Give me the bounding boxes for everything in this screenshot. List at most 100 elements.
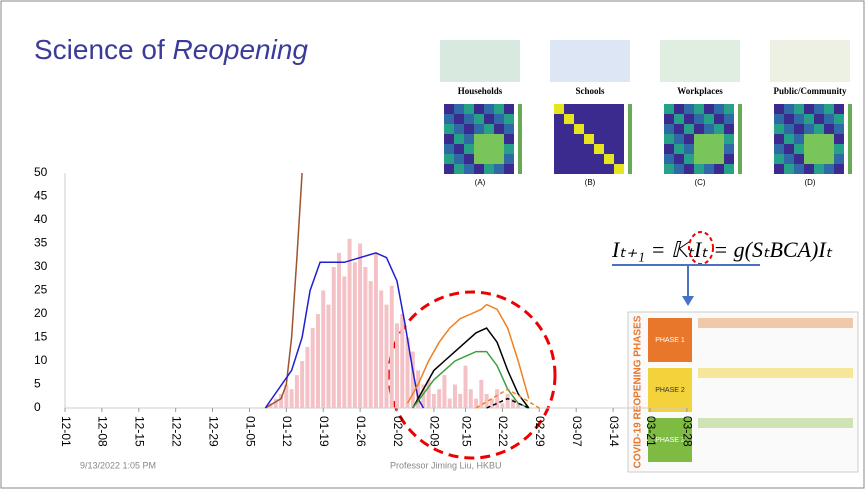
heatmap-cell: [474, 154, 484, 164]
heatmap-cell: [604, 124, 614, 134]
heatmap-cell: [704, 114, 714, 124]
x-tick-label: 03-14: [607, 416, 621, 447]
heatmap-cell: [554, 164, 564, 174]
panel-icon: [550, 40, 630, 82]
panel-icon: [440, 40, 520, 82]
heatmap-cell: [664, 144, 674, 154]
panel-tag: (B): [585, 178, 596, 187]
heatmap-cell: [504, 134, 514, 144]
x-tick-label: 12-29: [206, 416, 220, 447]
x-tick-label: 02-29: [533, 416, 547, 447]
heatmap-cell: [484, 134, 494, 144]
heatmap-cell: [564, 154, 574, 164]
bar: [311, 328, 315, 408]
x-tick-label: 03-07: [570, 416, 584, 447]
bar: [432, 394, 436, 408]
x-tick-label: 01-12: [280, 416, 294, 447]
heatmap-cell: [684, 114, 694, 124]
bar: [374, 253, 378, 408]
bar: [395, 323, 399, 408]
bar: [500, 403, 504, 408]
heatmap-cell: [674, 164, 684, 174]
heatmap-cell: [724, 114, 734, 124]
x-tick-label: 01-19: [317, 416, 331, 447]
heatmap-cell: [614, 114, 624, 124]
heatmap-cell: [504, 124, 514, 134]
heatmap-cell: [704, 134, 714, 144]
heatmap-cell: [784, 114, 794, 124]
heatmap-cell: [504, 164, 514, 174]
heatmap-cell: [614, 154, 624, 164]
x-tick-label: 12-15: [133, 416, 147, 447]
heatmap-cell: [484, 154, 494, 164]
heatmap-cell: [494, 164, 504, 174]
heatmap-cell: [454, 114, 464, 124]
heatmap-cell: [594, 154, 604, 164]
heatmap-cell: [594, 144, 604, 154]
heatmap-cell: [444, 114, 454, 124]
heatmap-cell: [824, 104, 834, 114]
heatmap-cell: [604, 144, 614, 154]
heatmap-cell: [564, 124, 574, 134]
heatmap-cell: [684, 134, 694, 144]
heatmap-cell: [784, 124, 794, 134]
heatmap-cell: [684, 164, 694, 174]
heatmap-cell: [594, 124, 604, 134]
x-tick-label: 02-15: [459, 416, 473, 447]
x-tick-label: 02-22: [496, 416, 510, 447]
heatmap-cell: [574, 164, 584, 174]
y-tick-label: 45: [34, 189, 48, 203]
heatmap-cell: [784, 104, 794, 114]
bar: [511, 399, 515, 408]
bar: [332, 267, 336, 408]
heatmap-cell: [814, 154, 824, 164]
heatmap-cell: [664, 114, 674, 124]
heatmap-cell: [494, 104, 504, 114]
chart: Science of Reopening Households(A)School…: [0, 0, 865, 489]
x-tick-label: 12-08: [96, 416, 110, 447]
heatmap-cell: [504, 154, 514, 164]
heatmap-cell: [554, 124, 564, 134]
heatmap-cell: [594, 134, 604, 144]
heatmap-cell: [594, 114, 604, 124]
y-tick-label: 0: [34, 400, 41, 414]
heatmap-cell: [834, 124, 844, 134]
heatmap-cell: [834, 144, 844, 154]
heatmap-cell: [604, 114, 614, 124]
title-italic: Reopening: [173, 34, 309, 65]
heatmap-cell: [494, 124, 504, 134]
heatmap-cell: [464, 144, 474, 154]
heatmap-cell: [794, 164, 804, 174]
heatmap-cell: [444, 124, 454, 134]
heatmap-cell: [724, 134, 734, 144]
heatmap-cell: [454, 154, 464, 164]
heatmap-cell: [574, 104, 584, 114]
doc-title: COVID-19 REOPENING PHASES: [633, 315, 644, 468]
heatmap-cell: [834, 164, 844, 174]
heatmap-cell: [494, 144, 504, 154]
heatmap-cell: [804, 144, 814, 154]
series-line: [265, 173, 302, 408]
heatmap-cell: [814, 124, 824, 134]
x-tick-label: 12-22: [169, 416, 183, 447]
heatmap-cell: [484, 144, 494, 154]
phase-label: PHASE 3: [655, 437, 685, 444]
heatmap-cell: [574, 124, 584, 134]
footer-date: 9/13/2022 1:05 PM: [80, 460, 156, 470]
heatmap-cell: [834, 104, 844, 114]
x-tick-label: 12-01: [59, 416, 73, 447]
heatmap-cell: [454, 124, 464, 134]
heatmap-cell: [694, 164, 704, 174]
heatmap-cell: [724, 104, 734, 114]
heatmap-cell: [664, 124, 674, 134]
heatmap-cell: [614, 164, 624, 174]
heatmap-cell: [784, 154, 794, 164]
panel-tag: (C): [694, 178, 705, 187]
heatmap-cell: [794, 114, 804, 124]
heatmap-cell: [724, 144, 734, 154]
panel-tag: (D): [804, 178, 815, 187]
x-tick-label: 01-26: [354, 416, 368, 447]
heatmap-cell: [574, 114, 584, 124]
heatmap-cell: [704, 144, 714, 154]
heatmap-cell: [794, 134, 804, 144]
